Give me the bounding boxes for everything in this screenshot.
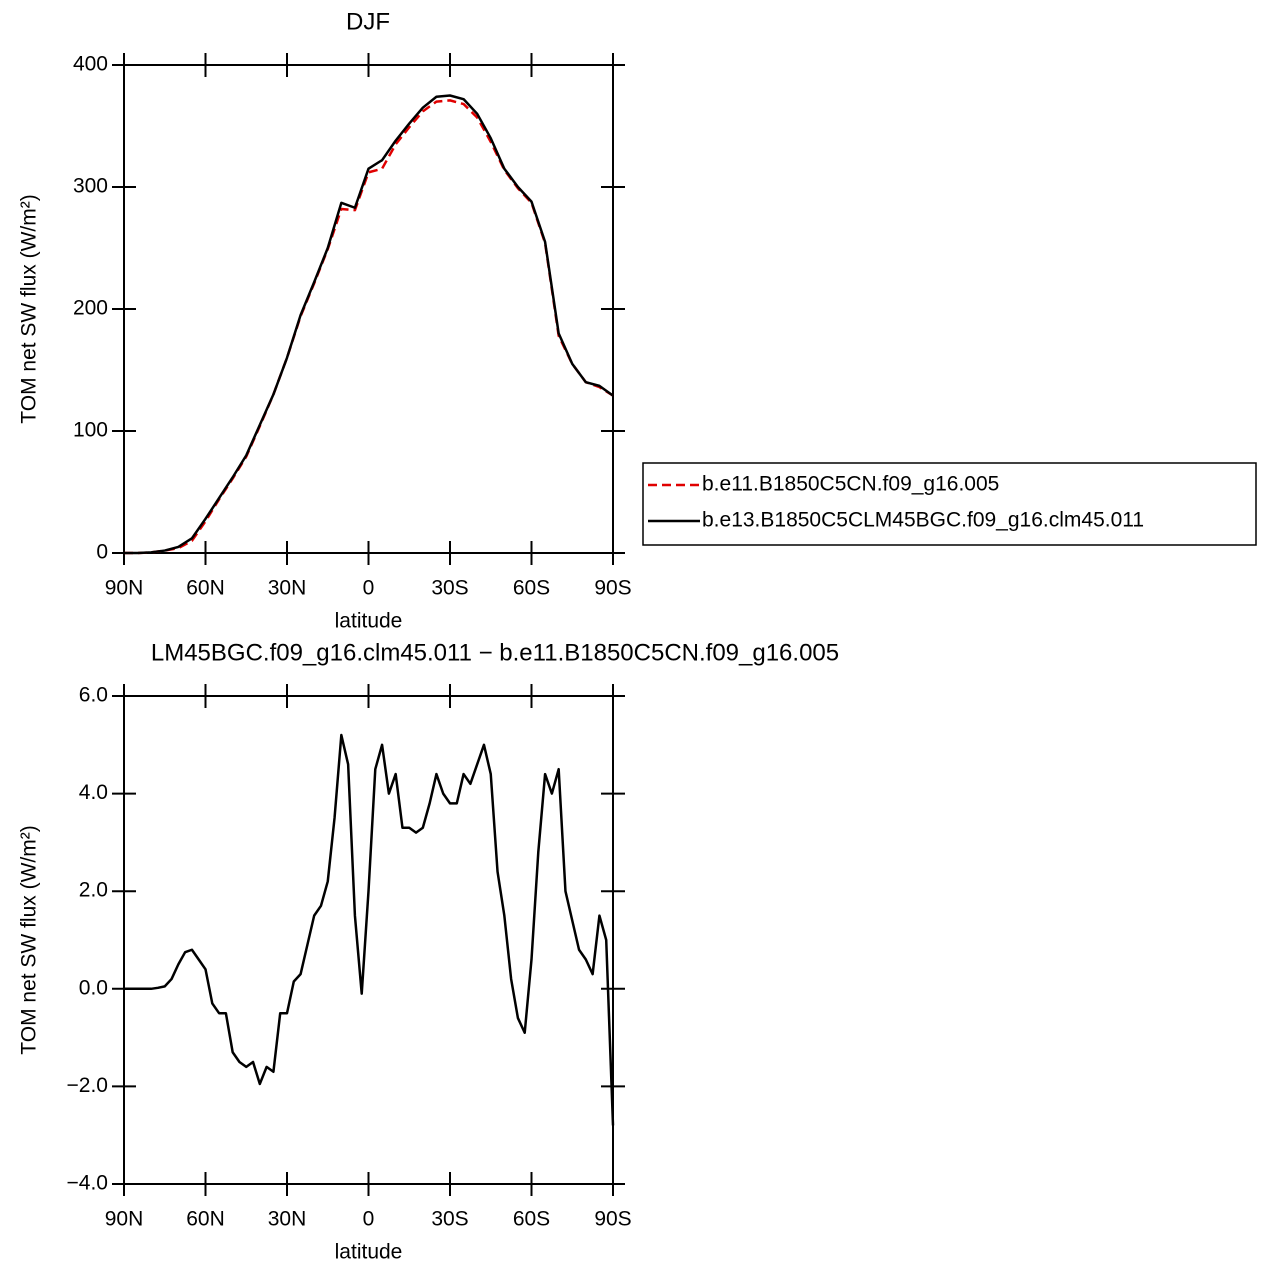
y-tick-label: 0 [96,541,108,564]
y-tick-label: 400 [73,53,108,76]
x-tick-label: 90S [594,1208,631,1231]
chart-title: LM45BGC.f09_g16.clm45.011 − b.e11.B1850C… [151,639,839,666]
data-line [124,733,615,1126]
x-tick-label: 90N [105,577,144,600]
y-axis-label: TOM net SW flux (W/m²) [18,825,41,1054]
y-axis-label: TOM net SW flux (W/m²) [18,194,41,423]
y-tick-label: 200 [73,297,108,320]
data-line [124,94,614,555]
x-tick-label: 30S [431,577,468,600]
x-tick-label: 30S [431,1208,468,1231]
x-tick-label: 0 [363,1208,375,1231]
x-tick-label: 30N [268,577,307,600]
y-tick-label: 300 [73,175,108,198]
y-tick-label: −4.0 [67,1172,108,1195]
x-tick-label: 90S [594,577,631,600]
y-tick-label: 2.0 [79,879,108,902]
y-tick-label: 4.0 [79,781,108,804]
legend-box [642,462,1257,546]
x-tick-label: 60S [513,577,550,600]
y-tick-label: −2.0 [67,1074,108,1097]
y-tick-label: 0.0 [79,976,108,999]
y-tick-label: 100 [73,419,108,442]
x-tick-label: 60S [513,1208,550,1231]
legend-label: b.e11.B1850C5CN.f09_g16.005 [702,473,999,496]
x-axis-label: latitude [335,610,403,633]
x-tick-label: 0 [363,577,375,600]
legend-label: b.e13.B1850C5CLM45BGC.f09_g16.clm45.011 [702,509,1144,532]
plot-frame [123,695,614,1185]
x-tick-label: 60N [186,1208,225,1231]
x-tick-label: 60N [186,577,225,600]
y-tick-label: 6.0 [79,684,108,707]
x-axis-label: latitude [335,1241,403,1264]
chart-title: DJF [346,8,390,35]
plot-frame [123,64,614,554]
x-tick-label: 90N [105,1208,144,1231]
x-tick-label: 30N [268,1208,307,1231]
